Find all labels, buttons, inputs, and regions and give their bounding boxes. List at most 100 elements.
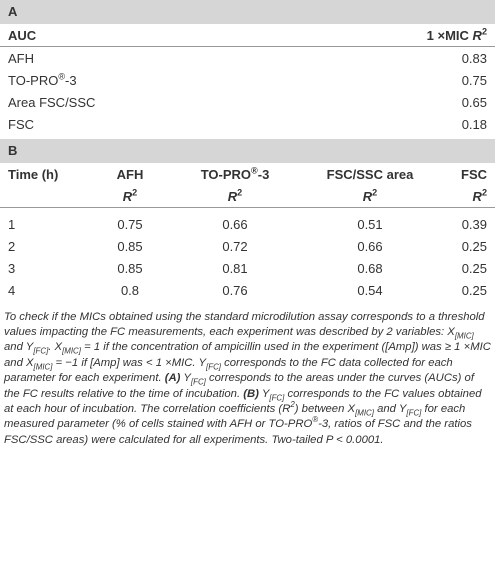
footnote-text: ) between X: [294, 402, 356, 415]
footnote-text: [MIC]: [33, 361, 53, 371]
cell: 2: [0, 236, 95, 258]
row: Area FSC/SSC 0.65: [0, 91, 495, 113]
footnote-text: = 1 if the concentration of ampicillin u…: [4, 341, 491, 369]
cell-text: 0.83: [461, 50, 487, 66]
cell: 0.72: [165, 236, 305, 258]
footnote-text: corresponds to the areas under the curve…: [4, 372, 474, 400]
footnote-text: [FC]: [269, 392, 285, 402]
section-label: A: [0, 0, 495, 24]
header-text: Time (h): [8, 166, 59, 182]
cell-text: 0.66: [222, 217, 248, 232]
cell: 0.85: [95, 258, 165, 280]
footnote-text: [FC]: [206, 361, 221, 371]
footnote-text: 2: [290, 400, 295, 410]
cell: 0.81: [165, 258, 305, 280]
cell-text: 3: [8, 261, 16, 276]
footnote-text: [MIC]: [355, 408, 374, 418]
header-text: FSC/SSC area: [326, 166, 414, 182]
cell-text: Area FSC/SSC: [8, 94, 96, 110]
header-cell: [0, 185, 95, 208]
header-row: R2 R2 R2 R2: [0, 185, 495, 208]
cell-text: 4: [8, 283, 16, 298]
header-cell: AUC: [0, 24, 285, 47]
cell-text: 0.25: [461, 261, 487, 276]
cell-text: 0.25: [461, 283, 487, 298]
cell: 0.83: [285, 47, 495, 70]
header-text: -3: [257, 166, 270, 182]
footnote-text: [FC]: [190, 377, 206, 387]
footnote-text: P: [325, 433, 333, 446]
header-text: 2: [237, 187, 243, 198]
header-text: FSC: [461, 166, 487, 182]
header-cell: R2: [435, 185, 495, 208]
cell-text: 2: [8, 239, 16, 254]
table-a: AUC 1 ×MIC R2 AFH 0.83 TO-PRO®-3 0.75 Area FSC…: [0, 24, 495, 135]
footnote: To check if the MICs obtained using the …: [0, 302, 495, 449]
header-cell: AFH: [95, 163, 165, 185]
header-cell: 1 ×MIC R2: [284, 24, 495, 47]
header-cell: R2: [305, 185, 435, 208]
row: FSC 0.18: [0, 113, 495, 135]
footnote-text: < 0.0001.: [333, 433, 384, 446]
footnote-text: corresponds to the FC values obtained at…: [4, 387, 482, 415]
footnote-text: = −1 if [Amp] was < 1 ×MIC. Y: [52, 356, 207, 369]
footnote-text: and Y: [373, 402, 407, 415]
cell-text: 0.8: [120, 283, 140, 298]
cell: 0.25: [435, 236, 495, 258]
cell-text: TO-PRO: [8, 72, 59, 88]
cell: 0.18: [285, 113, 495, 135]
cell-text: ®: [58, 71, 66, 82]
cell: AFH: [0, 47, 285, 70]
row: 1 0.75 0.66 0.51 0.39: [0, 214, 495, 236]
row: 4 0.8 0.76 0.54 0.25: [0, 280, 495, 302]
header-text: 2: [132, 187, 138, 198]
cell-text: FSC: [8, 116, 34, 132]
cell-text: -3: [65, 72, 77, 88]
row: TO-PRO®-3 0.75: [0, 69, 495, 91]
header-cell: Time (h): [0, 163, 95, 185]
footnote-text: [MIC]: [454, 331, 474, 341]
header-text: 2: [372, 187, 378, 198]
cell: 0.25: [435, 258, 495, 280]
footnote-text: for each measured parameter (% of cells …: [4, 402, 466, 431]
header-cell: FSC: [435, 163, 495, 185]
cell: 0.75: [95, 214, 165, 236]
row: AFH 0.83: [0, 47, 495, 70]
cell-text: 0.68: [357, 261, 383, 276]
cell: 0.65: [285, 91, 495, 113]
row: 3 0.85 0.81 0.68 0.25: [0, 258, 495, 280]
footnote-text: (B): [243, 387, 259, 400]
header-row: AUC 1 ×MIC R2: [0, 24, 495, 47]
header-text: TO-PRO: [200, 166, 252, 182]
footnote-text: [FC]: [33, 346, 49, 356]
cell-text: 0.39: [461, 217, 487, 232]
cell: Area FSC/SSC: [0, 91, 285, 113]
header-text: R: [362, 188, 373, 204]
footnote-text: ®: [312, 415, 319, 425]
cell-text: 0.81: [222, 261, 248, 276]
cell-text: 0.65: [461, 94, 487, 110]
cell-text: 0.75: [117, 217, 143, 232]
footnote-text: Y: [258, 387, 270, 400]
cell-text: 0.72: [222, 239, 248, 254]
header-row: Time (h) AFH TO-PRO®-3 FSC/SSC area FSC: [0, 163, 495, 185]
footnote-text: . X: [48, 341, 63, 354]
footnote-text: and Y: [4, 341, 34, 354]
footnote-text: (A): [164, 372, 181, 385]
cell-text: 0.85: [117, 261, 143, 276]
row: 2 0.85 0.72 0.66 0.25: [0, 236, 495, 258]
header-text: R: [472, 27, 482, 43]
cell: 0.76: [165, 280, 305, 302]
header-text: 2: [481, 187, 487, 198]
header-text: R: [227, 188, 238, 204]
footnote-text: R: [282, 402, 291, 415]
cell: 0.51: [305, 214, 435, 236]
footnote-text: [FC]: [406, 408, 422, 418]
header-text: ®: [251, 165, 258, 176]
header-text: R: [472, 188, 482, 204]
header-text: R: [122, 188, 133, 204]
table-b: Time (h) AFH TO-PRO®-3 FSC/SSC area FSC R2 R2 R…: [0, 163, 495, 302]
header-text: AUC: [8, 27, 37, 43]
header-cell: FSC/SSC area: [305, 163, 435, 185]
